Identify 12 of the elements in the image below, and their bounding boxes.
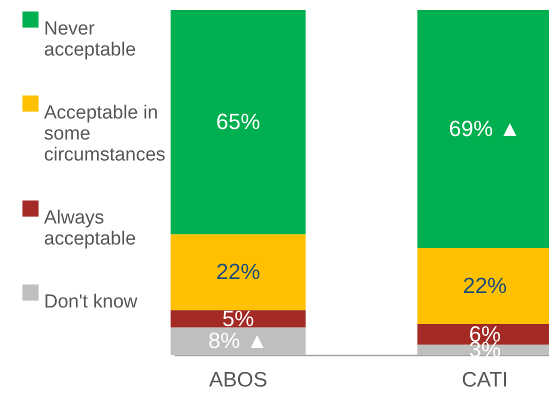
data-label: 5% bbox=[222, 306, 254, 331]
legend-label: Always acceptable bbox=[44, 208, 136, 250]
x-tick-label: ABOS bbox=[208, 368, 268, 392]
data-label: 22% bbox=[462, 273, 507, 298]
data-label: 69% ▲ bbox=[448, 116, 521, 142]
legend-label: Acceptable in some circumstances bbox=[44, 102, 166, 166]
data-label: 8% ▲ bbox=[208, 328, 268, 354]
data-label: 22% bbox=[216, 259, 260, 284]
data-label: 65% bbox=[216, 109, 260, 134]
x-tick-label: CATI bbox=[462, 368, 508, 392]
legend-label: Never acceptable bbox=[44, 18, 136, 60]
legend-label: Don't know bbox=[44, 292, 138, 312]
